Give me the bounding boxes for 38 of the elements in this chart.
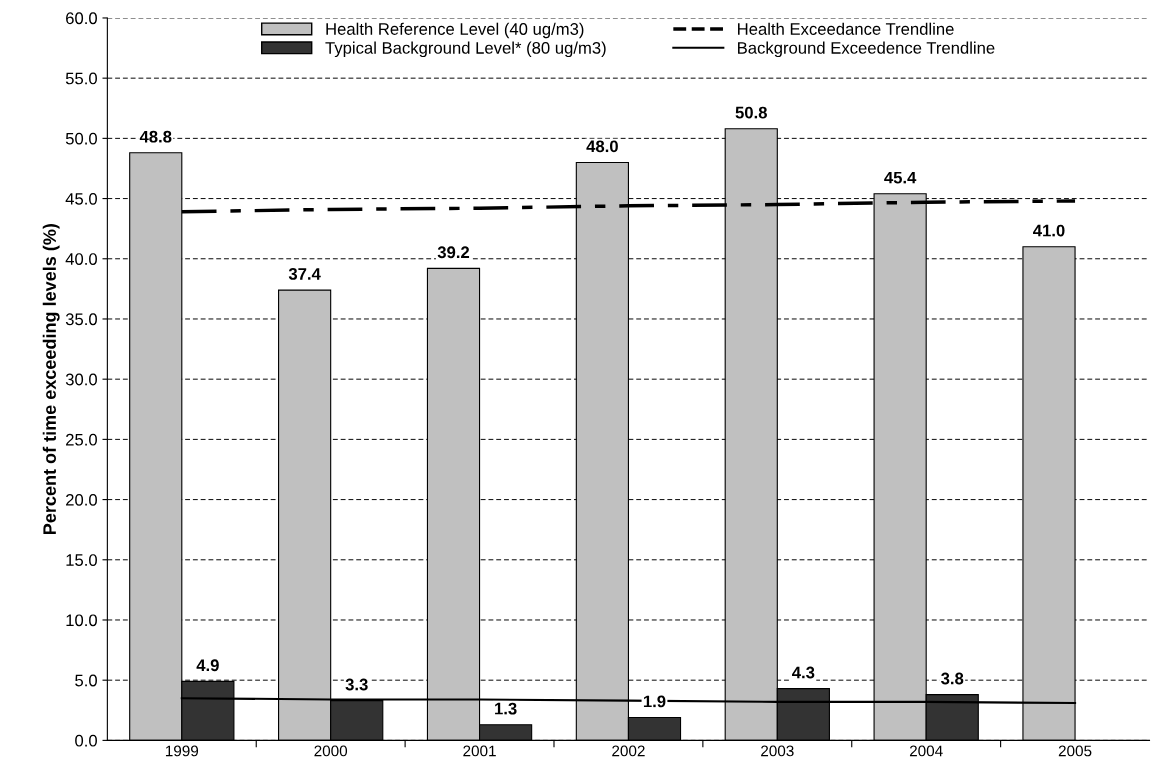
data-label: 48.0: [586, 140, 618, 153]
data-label: 50.8: [735, 106, 767, 119]
data-label: 4.9: [196, 659, 219, 672]
x-tick-label: 2001: [463, 745, 496, 757]
x-tick-label: 2002: [612, 745, 645, 757]
y-tick-label: 5.0: [75, 674, 97, 687]
y-tick-label: 0.0: [75, 734, 97, 747]
legend-label: Typical Background Level* (80 ug/m3): [325, 41, 606, 58]
x-tick-label: 1999: [165, 745, 199, 757]
x-tick-label: 2003: [761, 745, 794, 757]
y-tick-label: 20.0: [66, 493, 97, 506]
y-tick-label: 15.0: [66, 554, 97, 566]
data-label: 37.4: [288, 268, 321, 280]
y-tick-label: 10.0: [66, 614, 97, 627]
data-label: 1.3: [495, 702, 517, 715]
y-tick-label: 35.0: [65, 313, 97, 326]
data-label: 41.0: [1033, 224, 1065, 237]
y-tick-label: 45.0: [65, 192, 97, 205]
y-tick-label: 60.0: [66, 12, 97, 25]
x-tick-label: 2005: [1058, 745, 1092, 757]
x-tick-label: 2000: [314, 745, 348, 757]
legend-label: Health Reference Level (40 ug/m3): [326, 22, 584, 39]
y-axis-title: Percent of time exceeding levels (%): [42, 224, 60, 534]
data-label: 1.9: [643, 695, 666, 708]
y-tick-label: 40.0: [65, 253, 97, 265]
data-label: 3.8: [941, 672, 964, 685]
data-label: 3.3: [345, 678, 368, 691]
y-tick-label: 55.0: [65, 72, 97, 85]
y-tick-label: 30.0: [65, 373, 97, 386]
data-label: 48.8: [139, 130, 172, 143]
legend-label: Background Exceedence Trendline: [738, 41, 995, 58]
data-label: 39.2: [437, 246, 470, 259]
legend-label: Health Exceedance Trendline: [738, 22, 954, 35]
data-label: 45.4: [884, 171, 917, 184]
x-tick-label: 2004: [909, 745, 943, 757]
data-label: 4.3: [792, 666, 815, 679]
y-tick-label: 25.0: [66, 433, 97, 446]
y-tick-label: 50.0: [65, 132, 97, 145]
